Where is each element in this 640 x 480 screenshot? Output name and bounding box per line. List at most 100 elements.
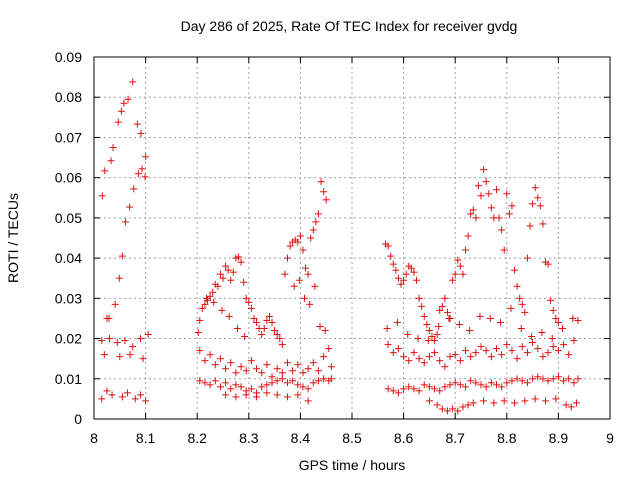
data-point xyxy=(526,222,534,230)
data-point xyxy=(456,357,464,365)
data-point xyxy=(474,182,482,190)
data-point xyxy=(394,274,402,282)
data-point xyxy=(500,397,508,405)
data-point xyxy=(101,167,109,175)
data-point xyxy=(304,365,312,373)
data-point xyxy=(290,282,298,290)
data-point xyxy=(552,314,560,322)
data-point xyxy=(433,401,441,409)
data-point xyxy=(294,391,302,399)
data-point xyxy=(273,391,281,399)
x-tick-label: 8 xyxy=(90,430,98,446)
data-point xyxy=(284,379,291,387)
data-point xyxy=(258,369,266,377)
data-point xyxy=(462,246,470,254)
data-point xyxy=(464,401,472,409)
data-point xyxy=(569,314,577,322)
data-point xyxy=(304,385,312,393)
data-point xyxy=(134,170,142,178)
data-point xyxy=(480,397,488,405)
data-point xyxy=(247,357,255,365)
data-point xyxy=(312,218,320,226)
data-point xyxy=(306,300,314,308)
data-point xyxy=(477,343,485,351)
data-point xyxy=(98,337,106,345)
data-point xyxy=(309,359,317,367)
data-point xyxy=(503,379,511,387)
data-point xyxy=(242,294,250,302)
data-point xyxy=(250,314,258,322)
data-point xyxy=(420,381,428,389)
data-point xyxy=(518,300,526,308)
data-point xyxy=(327,363,335,371)
data-point xyxy=(271,327,279,335)
data-point xyxy=(508,202,516,210)
data-point xyxy=(232,393,240,401)
data-point xyxy=(549,375,557,383)
data-point xyxy=(294,361,302,369)
data-point xyxy=(98,192,106,200)
data-point xyxy=(247,304,255,312)
data-point xyxy=(424,337,432,345)
data-point xyxy=(393,318,401,326)
data-point xyxy=(498,226,506,234)
data-point xyxy=(222,262,230,270)
data-point xyxy=(472,379,480,387)
data-point xyxy=(268,318,276,326)
data-point xyxy=(449,276,457,284)
data-point xyxy=(307,234,315,242)
data-point xyxy=(100,351,108,359)
data-point xyxy=(196,377,204,385)
data-point xyxy=(508,347,516,355)
data-point xyxy=(544,349,552,357)
data-point xyxy=(574,316,582,324)
data-point xyxy=(549,343,557,351)
data-point xyxy=(224,266,232,274)
data-point xyxy=(314,367,322,375)
data-point xyxy=(237,258,245,266)
data-point xyxy=(129,78,137,86)
data-point xyxy=(389,260,397,268)
x-tick-label: 8.9 xyxy=(549,430,569,446)
data-point xyxy=(109,144,117,151)
data-point xyxy=(492,345,500,353)
y-axis-label: ROTI / TECUs xyxy=(5,193,21,283)
data-point xyxy=(130,185,138,193)
data-point xyxy=(273,331,281,339)
data-point xyxy=(320,375,328,383)
data-point xyxy=(214,282,222,290)
data-point xyxy=(233,325,241,332)
data-point xyxy=(105,314,113,322)
data-point xyxy=(570,379,578,387)
data-point xyxy=(402,270,410,278)
data-point xyxy=(133,120,141,128)
data-point xyxy=(552,395,560,403)
data-point xyxy=(103,387,111,395)
data-point xyxy=(570,337,578,345)
data-point xyxy=(389,349,397,357)
data-point xyxy=(554,347,562,355)
data-point xyxy=(531,395,539,403)
data-point xyxy=(276,335,284,343)
x-tick-label: 8.3 xyxy=(239,430,259,446)
data-point xyxy=(196,347,204,355)
data-point xyxy=(410,349,418,357)
data-point xyxy=(560,377,568,385)
data-point xyxy=(459,403,467,411)
data-point xyxy=(126,203,134,211)
chart-title: Day 286 of 2025, Rate Of TEC Index for r… xyxy=(181,18,518,34)
data-point xyxy=(413,276,420,284)
data-point xyxy=(400,353,408,361)
data-point xyxy=(225,312,233,320)
data-point xyxy=(518,343,526,351)
data-point xyxy=(316,322,324,330)
data-point xyxy=(542,397,549,405)
data-point xyxy=(495,214,503,222)
data-point xyxy=(456,262,464,270)
data-point xyxy=(482,178,490,186)
data-point xyxy=(467,210,475,218)
data-point xyxy=(498,351,506,359)
data-point xyxy=(454,407,462,415)
data-point xyxy=(487,353,495,361)
